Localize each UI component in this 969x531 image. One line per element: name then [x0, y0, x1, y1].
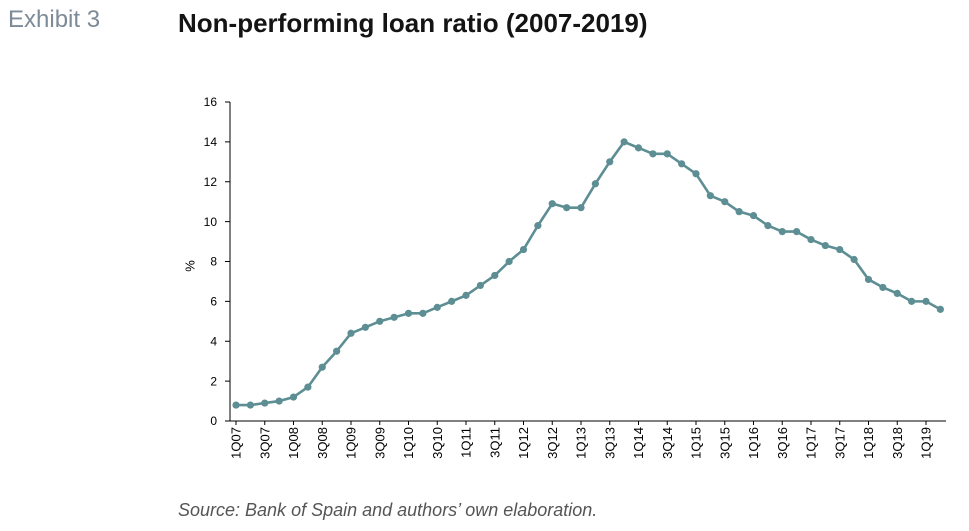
- data-point: [304, 383, 312, 391]
- x-tick-label: 1Q13: [574, 427, 589, 459]
- data-point: [548, 200, 556, 208]
- x-axis: 1Q07 3Q07 1Q08 3Q08 1Q09 3Q09 1Q10 3Q10 1Q11 3Q11…: [229, 420, 946, 459]
- data-point: [232, 401, 240, 409]
- data-point: [448, 297, 456, 305]
- y-tick-label: 12: [204, 175, 218, 189]
- data-point: [519, 245, 528, 254]
- data-point: [390, 313, 398, 321]
- data-point: [433, 303, 441, 311]
- exhibit-label: Exhibit 3: [8, 6, 101, 33]
- x-tick-label: 1Q16: [746, 427, 761, 459]
- x-tick-label: 3Q14: [660, 427, 675, 459]
- data-point: [318, 363, 326, 371]
- data-point: [361, 323, 369, 331]
- data-point: [634, 144, 643, 152]
- data-point: [476, 281, 484, 290]
- npl-ratio-series: [232, 138, 944, 409]
- x-tick-label: 3Q08: [315, 427, 330, 459]
- data-point: [275, 397, 283, 405]
- data-point: [893, 289, 901, 297]
- x-tick-label: 3Q13: [602, 427, 617, 459]
- data-point: [246, 401, 254, 409]
- data-point: [462, 291, 470, 299]
- x-tick-label: 1Q11: [459, 427, 474, 458]
- data-point: [663, 150, 671, 158]
- x-tick-label: 3Q18: [890, 427, 905, 459]
- data-point: [376, 317, 384, 325]
- x-tick-label: 3Q16: [775, 427, 790, 459]
- data-point: [534, 222, 542, 230]
- x-tick-label: 1Q14: [631, 427, 646, 459]
- chart-title: Non-performing loan ratio (2007-2019): [178, 8, 648, 38]
- y-axis-label: %: [183, 260, 198, 272]
- x-tick-label: 3Q07: [257, 427, 272, 459]
- y-tick-label: 14: [204, 135, 218, 149]
- x-tick-label: 1Q12: [516, 427, 531, 459]
- y-tick-label: 8: [210, 255, 217, 269]
- y-tick-label: 16: [204, 95, 218, 109]
- y-tick-label: 4: [210, 334, 217, 348]
- y-axis: 0 2 4 6 8 10 12 14 16: [204, 95, 231, 428]
- x-tick-label: 1Q19: [919, 427, 934, 459]
- data-point: [505, 257, 513, 266]
- data-point: [721, 198, 729, 206]
- x-tick-label: 3Q09: [372, 427, 387, 459]
- data-point: [289, 393, 298, 401]
- data-point: [922, 297, 930, 305]
- data-point: [419, 309, 427, 317]
- data-point: [347, 329, 355, 337]
- x-tick-label: 3Q17: [832, 427, 847, 459]
- data-point: [563, 204, 571, 212]
- y-tick-label: 6: [210, 295, 217, 309]
- data-point: [649, 150, 657, 158]
- data-point: [333, 347, 341, 355]
- data-point: [879, 283, 887, 292]
- y-tick-label: 2: [210, 374, 217, 388]
- data-point: [606, 158, 614, 166]
- x-tick-label: 1Q08: [286, 427, 301, 459]
- x-tick-label: 3Q11: [487, 427, 502, 458]
- x-tick-label: 1Q17: [804, 427, 819, 459]
- data-point: [793, 227, 801, 236]
- data-point: [620, 138, 628, 146]
- data-point: [850, 255, 858, 264]
- x-tick-label: 3Q12: [545, 427, 560, 459]
- data-point: [706, 192, 714, 200]
- x-tick-label: 3Q10: [430, 427, 445, 459]
- data-point: [807, 235, 815, 244]
- data-point: [778, 227, 786, 236]
- x-tick-label: 1Q07: [229, 427, 244, 459]
- data-point: [836, 245, 844, 254]
- x-tick-label: 1Q10: [401, 427, 416, 459]
- series-line: [234, 140, 942, 407]
- data-point: [491, 271, 499, 280]
- x-tick-label: 3Q15: [717, 427, 732, 459]
- data-point: [577, 204, 585, 212]
- x-tick-label: 1Q09: [344, 427, 359, 459]
- data-point: [908, 297, 916, 305]
- data-point: [591, 180, 599, 188]
- data-point: [678, 160, 686, 168]
- data-point: [404, 309, 413, 317]
- y-tick-label: 10: [204, 215, 218, 229]
- data-point: [692, 170, 700, 178]
- data-point: [261, 399, 269, 407]
- data-point: [735, 208, 743, 216]
- data-point: [864, 275, 873, 284]
- data-point: [749, 212, 758, 220]
- x-tick-label: 1Q18: [861, 427, 876, 459]
- data-point: [821, 241, 829, 250]
- data-point: [936, 305, 944, 313]
- data-point: [764, 222, 772, 230]
- y-tick-label: 0: [210, 414, 217, 428]
- source-note: Source: Bank of Spain and authors’ own e…: [178, 500, 598, 520]
- x-tick-label: 1Q15: [689, 427, 704, 459]
